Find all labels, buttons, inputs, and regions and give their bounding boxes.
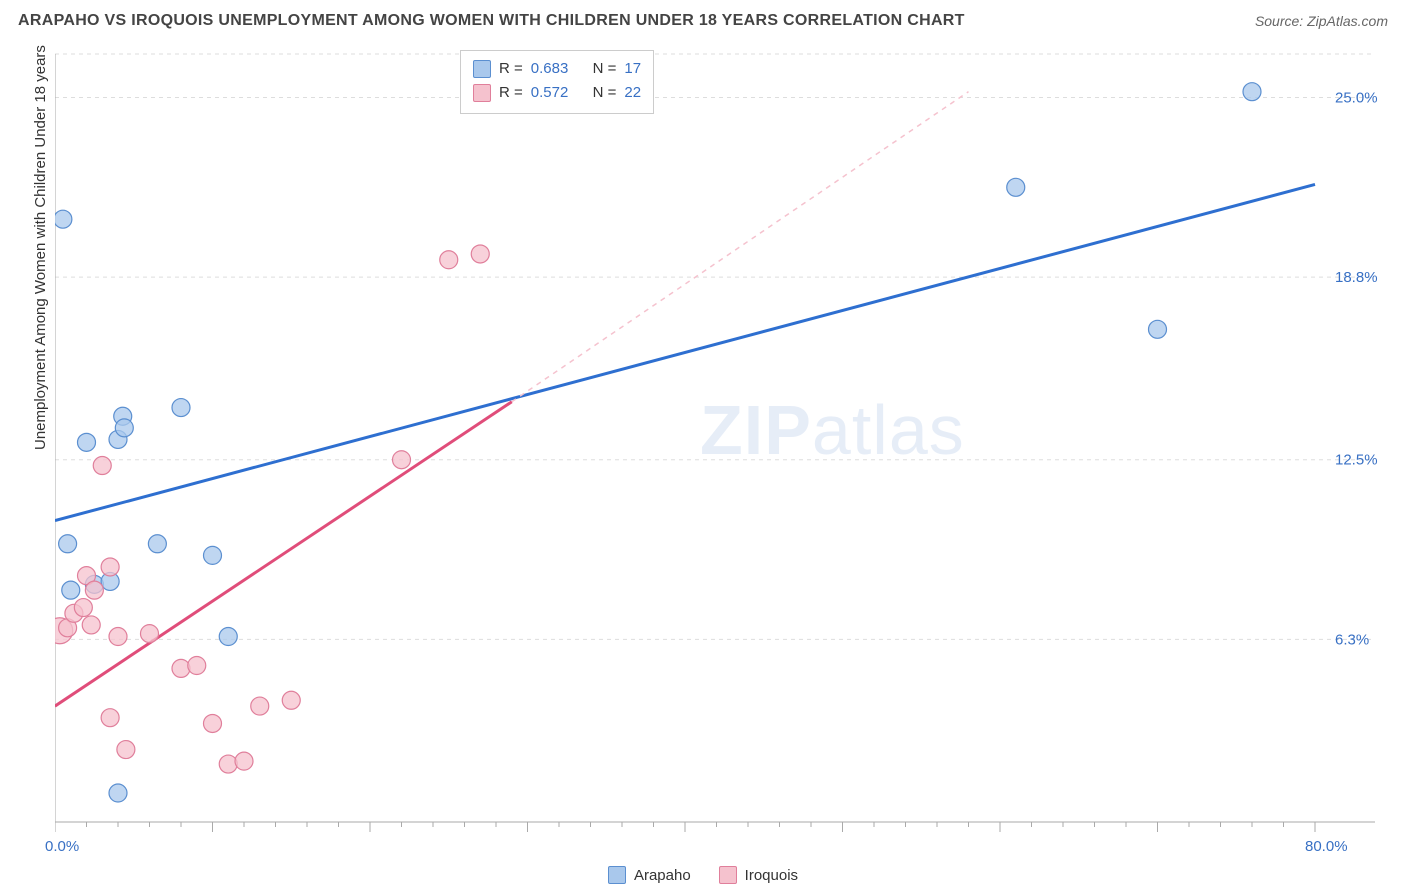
stat-n-value: 17: [624, 57, 641, 81]
data-point: [1243, 83, 1261, 101]
data-point: [55, 210, 72, 228]
data-point: [109, 784, 127, 802]
data-point: [1007, 178, 1025, 196]
stat-n-label: N =: [593, 57, 617, 81]
data-point: [440, 251, 458, 269]
chart-title: ARAPAHO VS IROQUOIS UNEMPLOYMENT AMONG W…: [18, 12, 965, 30]
data-point: [82, 616, 100, 634]
data-point: [251, 697, 269, 715]
data-point: [172, 399, 190, 417]
data-point: [393, 451, 411, 469]
data-point: [204, 714, 222, 732]
trend-line-extension: [512, 92, 969, 402]
data-point: [1149, 320, 1167, 338]
data-point: [59, 535, 77, 553]
stat-r-label: R =: [499, 57, 523, 81]
y-tick-label: 25.0%: [1335, 89, 1378, 106]
stats-row: R = 0.683 N = 17: [473, 57, 641, 81]
legend-swatch: [608, 866, 626, 884]
x-axis-max-label: 80.0%: [1305, 838, 1348, 855]
legend-item: Iroquois: [719, 866, 798, 884]
stat-r-value: 0.572: [531, 81, 569, 105]
data-point: [93, 457, 111, 475]
data-point: [235, 752, 253, 770]
data-point: [115, 419, 133, 437]
scatter-plot-svg: 6.3% 12.5% 18.8% 25.0%: [55, 42, 1395, 870]
legend-label: Arapaho: [634, 867, 691, 884]
data-point: [219, 755, 237, 773]
y-axis-label: Unemployment Among Women with Children U…: [32, 45, 49, 450]
data-point: [204, 546, 222, 564]
stats-row: R = 0.572 N = 22: [473, 81, 641, 105]
y-tick-label: 6.3%: [1335, 631, 1369, 648]
source-label: Source: ZipAtlas.com: [1255, 13, 1388, 29]
data-point: [148, 535, 166, 553]
legend-label: Iroquois: [745, 867, 798, 884]
legend-swatch: [473, 84, 491, 102]
data-point: [188, 657, 206, 675]
data-point: [471, 245, 489, 263]
data-point: [117, 741, 135, 759]
x-axis-min-label: 0.0%: [45, 838, 79, 855]
data-point: [101, 709, 119, 727]
y-tick-label: 12.5%: [1335, 452, 1378, 469]
data-point: [85, 581, 103, 599]
legend-swatch: [473, 60, 491, 78]
data-point: [62, 581, 80, 599]
data-point: [74, 599, 92, 617]
data-point: [282, 691, 300, 709]
trend-line: [55, 184, 1315, 520]
stat-n-label: N =: [593, 81, 617, 105]
data-point: [219, 628, 237, 646]
trend-line: [55, 402, 512, 706]
data-point: [141, 625, 159, 643]
y-tick-label: 18.8%: [1335, 269, 1378, 286]
legend-item: Arapaho: [608, 866, 691, 884]
legend-swatch: [719, 866, 737, 884]
stat-r-label: R =: [499, 81, 523, 105]
stat-r-value: 0.683: [531, 57, 569, 81]
stats-legend-box: R = 0.683 N = 17 R = 0.572 N = 22: [460, 50, 654, 114]
plot-area: 6.3% 12.5% 18.8% 25.0%: [55, 42, 1395, 870]
stat-n-value: 22: [624, 81, 641, 105]
data-point: [172, 659, 190, 677]
series-legend: Arapaho Iroquois: [0, 866, 1406, 884]
data-point: [109, 628, 127, 646]
data-point: [101, 558, 119, 576]
data-point: [78, 433, 96, 451]
